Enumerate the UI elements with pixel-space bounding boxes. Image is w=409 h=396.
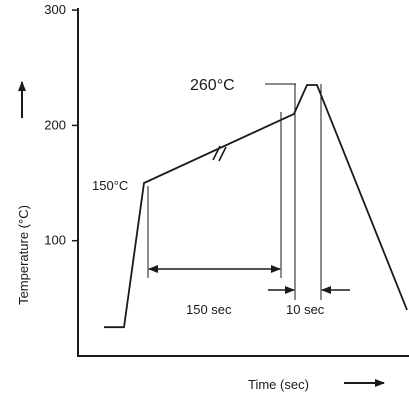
preheat-temp-label: 150°C [92, 178, 128, 193]
preheat-duration-label: 150 sec [186, 302, 232, 317]
y-tick-label: 200 [44, 117, 66, 132]
profile-series-line [104, 84, 408, 329]
y-tick-label: 100 [44, 233, 66, 248]
y-tick-label: 300 [44, 2, 66, 17]
x-axis-title: Time (sec) [248, 377, 309, 392]
y-axis-title: Temperature (°C) [16, 205, 31, 305]
peak-duration-label: 10 sec [286, 302, 325, 317]
axis-break-mark [212, 145, 227, 162]
peak-temp-label: 260°C [190, 77, 235, 94]
